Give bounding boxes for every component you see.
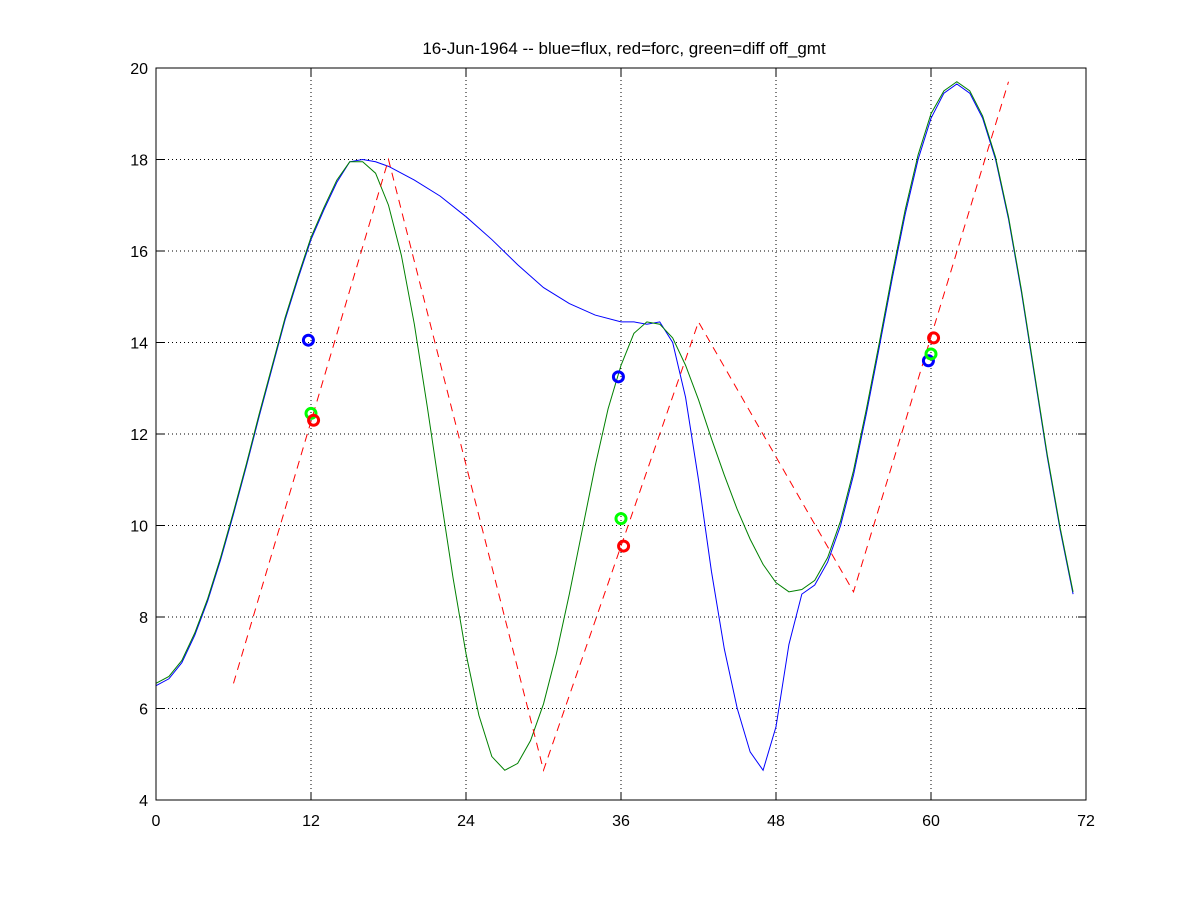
y-tick-label: 18: [130, 153, 148, 170]
data-marker: [307, 413, 321, 427]
data-marker: [924, 347, 938, 361]
y-tick-label: 10: [130, 519, 148, 536]
data-marker: [927, 331, 941, 345]
series-line-1: [155, 81, 1074, 771]
data-marker: [304, 406, 318, 420]
y-tick-label: 6: [139, 702, 148, 719]
x-tick-label: 72: [1077, 813, 1095, 830]
series-line-0: [155, 83, 1074, 772]
data-marker: [611, 370, 625, 384]
series-layer: [155, 81, 1074, 773]
x-tick-label: 0: [152, 813, 161, 830]
y-tick-label: 14: [130, 336, 148, 353]
data-marker: [301, 333, 315, 347]
y-tick-label: 16: [130, 244, 148, 261]
grid: [156, 68, 1086, 800]
x-tick-label: 48: [767, 813, 785, 830]
series-line-2: [233, 81, 1009, 773]
x-tick-label: 60: [922, 813, 940, 830]
axis-ticks: 0 12 24 36 48 60 72 4 6 8 10 12 14 16 18 20: [130, 61, 1095, 830]
x-tick-label: 24: [457, 813, 475, 830]
chart-title: 16-Jun-1964 -- blue=flux, red=forc, gree…: [422, 39, 826, 58]
marker-layer: [301, 331, 941, 553]
y-tick-label: 20: [130, 61, 148, 78]
data-marker: [614, 512, 628, 526]
data-marker: [921, 354, 935, 368]
y-tick-label: 12: [130, 427, 148, 444]
x-tick-label: 36: [612, 813, 630, 830]
y-tick-label: 8: [139, 610, 148, 627]
x-tick-label: 12: [302, 813, 320, 830]
data-marker: [617, 539, 631, 553]
y-tick-label: 4: [139, 793, 148, 810]
